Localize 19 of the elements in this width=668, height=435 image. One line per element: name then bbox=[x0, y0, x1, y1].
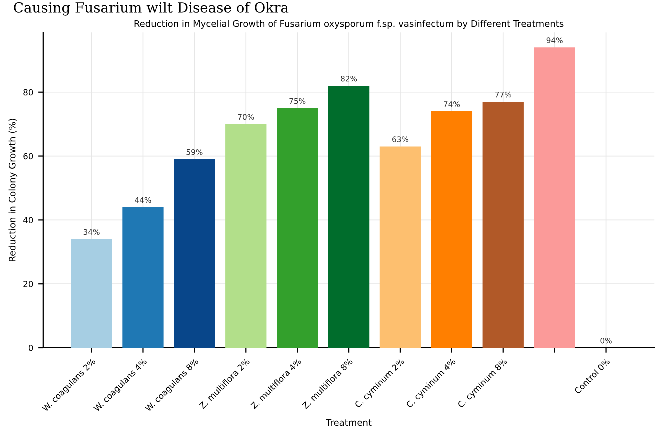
y-tick-label: 0 bbox=[28, 344, 34, 352]
y-tick-label: 80 bbox=[24, 89, 34, 96]
bar bbox=[226, 124, 267, 348]
x-axis-title: Treatment bbox=[326, 419, 372, 426]
text: Causing Fusarium wilt Disease of Okra bbox=[14, 2, 289, 16]
bar bbox=[380, 146, 422, 348]
bar bbox=[71, 239, 112, 348]
chart-title: Reduction in Mycelial Growth of Fusarium oxysporum f.sp. vasinfectum by Different Treatments bbox=[134, 20, 564, 29]
y-tick-label: 60 bbox=[24, 153, 34, 160]
bar bbox=[482, 102, 524, 348]
y-tick-label: 40 bbox=[24, 217, 34, 224]
bar bbox=[431, 112, 473, 348]
bar bbox=[122, 207, 164, 348]
bar bbox=[328, 86, 370, 348]
y-tick-label: 20 bbox=[24, 281, 34, 288]
bar bbox=[534, 48, 576, 348]
bar bbox=[174, 159, 216, 348]
y-axis-title: Reduction in Colony Growth (%) bbox=[8, 119, 18, 262]
bar bbox=[277, 108, 318, 348]
